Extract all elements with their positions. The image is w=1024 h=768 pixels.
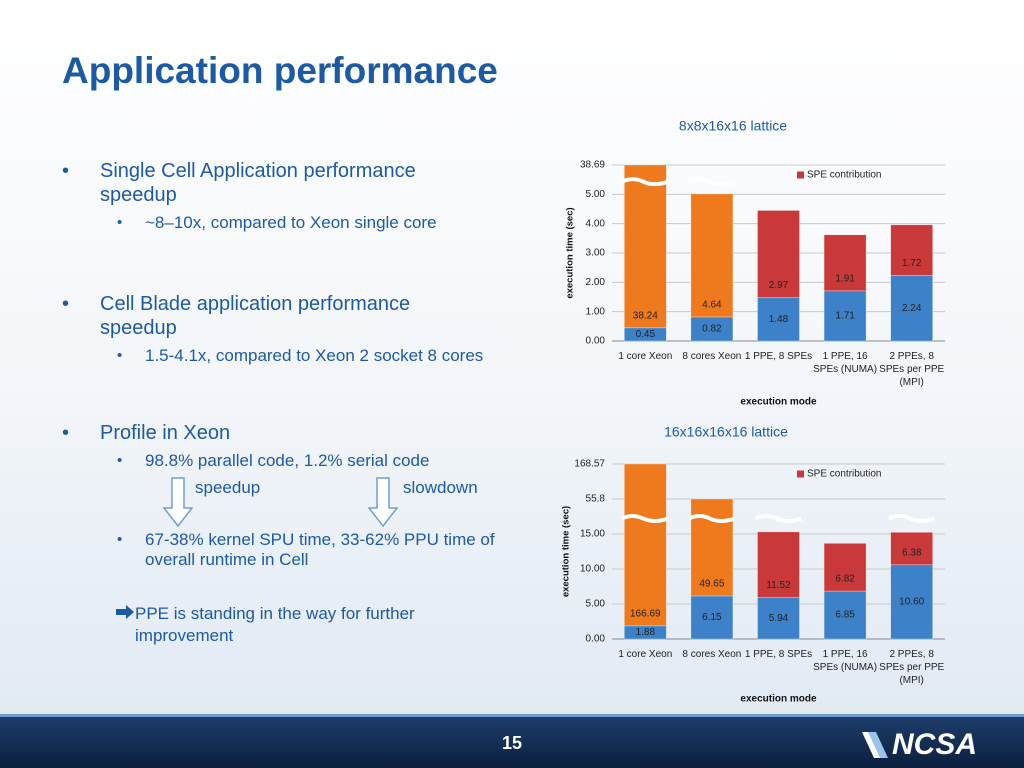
y-tick-label: 38.69 (580, 160, 605, 171)
logo-text: NCSA (892, 728, 977, 761)
bar-segment (823, 234, 867, 292)
axis-break (688, 177, 736, 187)
y-tick-label: 1.00 (586, 306, 606, 317)
bar-segment (623, 164, 667, 329)
y-tick-label: 10.00 (580, 564, 605, 575)
footer-rule (0, 714, 1024, 717)
sub-bullet: 98.8% parallel code, 1.2% serial code (117, 451, 500, 471)
y-tick-label: 168.57 (574, 459, 605, 470)
axis-break (688, 514, 736, 523)
data-label: 10.60 (899, 597, 924, 608)
note-arrow (116, 605, 134, 619)
sub-bullet: 67-38% kernel SPU time, 33-62% PPU time … (117, 530, 500, 570)
axis-break (621, 514, 669, 523)
x-tick-label: 1 PPE, 8 SPEs (744, 649, 813, 660)
x-tick-label: 8 cores Xeon (682, 649, 742, 660)
arrow-label: slowdown (403, 478, 478, 497)
legend-swatch (797, 171, 804, 179)
sub-bullet: 1.5-4.1x, compared to Xeon 2 socket 8 co… (117, 346, 500, 366)
bar-segment (690, 595, 734, 640)
y-tick-label: 4.00 (586, 218, 606, 229)
bullet: Cell Blade application performance speed… (62, 292, 485, 340)
x-tick-label: 8 cores Xeon (682, 351, 742, 362)
data-label: 5.94 (769, 613, 789, 624)
y-axis-label: execution time (sec) (565, 207, 576, 298)
bar-segment (757, 210, 800, 298)
down-arrow (367, 477, 399, 528)
y-tick-label: 5.00 (586, 599, 606, 610)
x-tick-label: 1 core Xeon (618, 649, 673, 660)
y-tick-label: 0.00 (586, 336, 606, 347)
data-label: 0.45 (636, 329, 656, 340)
chart-title: 8x8x16x16 lattice (679, 118, 787, 134)
bar-segment (890, 532, 934, 566)
x-tick-label: 2 PPEs, 8 SPEs per PPE (MPI) (879, 649, 945, 686)
x-tick-label: 1 PPE, 8 SPEs (744, 351, 813, 362)
y-axis-label: execution time (sec) (561, 506, 572, 597)
y-tick-label: 5.00 (586, 189, 606, 200)
axis-break (754, 514, 803, 523)
y-tick-label: 55.8 (586, 494, 606, 505)
slide-title: Application performance (62, 50, 498, 91)
chart-title: 16x16x16x16 lattice (664, 424, 788, 440)
bar-segment (823, 290, 867, 342)
legend-swatch (797, 470, 804, 478)
legend-label: SPE contribution (807, 170, 882, 181)
y-tick-label: 2.00 (586, 277, 606, 288)
sub-bullet: ~8–10x, compared to Xeon single core (117, 213, 495, 233)
data-label: 6.38 (902, 547, 922, 558)
bar-segment (757, 597, 800, 640)
bar-segment (757, 297, 800, 342)
data-label: 6.15 (702, 612, 722, 623)
bar-segment (890, 224, 934, 276)
data-label: 4.64 (702, 300, 722, 311)
footer-bar (0, 717, 1024, 768)
data-label: 1.48 (769, 314, 789, 325)
x-axis-label: execution mode (740, 694, 817, 705)
x-tick-label: 1 PPE, 16 SPEs (NUMA) (813, 649, 878, 673)
data-label: 6.85 (835, 610, 855, 621)
data-label: 0.82 (702, 324, 722, 335)
y-tick-label: 3.00 (586, 248, 606, 259)
arrow-label: speedup (195, 478, 261, 497)
bar-segment (823, 543, 867, 592)
data-label: 6.82 (835, 574, 855, 585)
down-arrow (162, 477, 194, 528)
data-label: 49.65 (699, 579, 724, 590)
bullet: Profile in Xeon (62, 421, 485, 445)
bar-segment (890, 564, 934, 640)
logo-mark (862, 732, 888, 758)
axis-break (621, 177, 669, 187)
data-label: 11.52 (766, 580, 791, 591)
y-tick-label: 15.00 (580, 529, 605, 540)
x-axis-label: execution mode (740, 397, 817, 408)
data-label: 1.88 (636, 627, 656, 638)
data-label: 38.24 (633, 310, 658, 321)
x-tick-label: 2 PPEs, 8 SPEs per PPE (MPI) (879, 351, 945, 388)
x-tick-label: 1 core Xeon (618, 351, 673, 362)
data-label: 1.71 (835, 311, 855, 322)
y-tick-label: 0.00 (586, 634, 606, 645)
bullet: Single Cell Application performance spee… (62, 159, 485, 207)
bar-segment (690, 193, 734, 318)
data-label: 1.72 (902, 258, 922, 269)
page-number: 15 (501, 733, 523, 753)
bar-segment (890, 274, 934, 342)
note: PPE is standing in the way for further i… (135, 604, 415, 645)
data-label: 2.24 (902, 303, 922, 314)
axis-break (887, 514, 936, 523)
data-label: 166.69 (630, 608, 661, 619)
data-label: 2.97 (769, 280, 789, 291)
x-tick-label: 1 PPE, 16 SPEs (NUMA) (813, 351, 878, 375)
bar-segment (623, 463, 667, 627)
bar-segment (823, 590, 867, 640)
bar-segment (757, 531, 800, 598)
data-label: 1.91 (835, 273, 855, 284)
legend-label: SPE contribution (807, 469, 882, 480)
